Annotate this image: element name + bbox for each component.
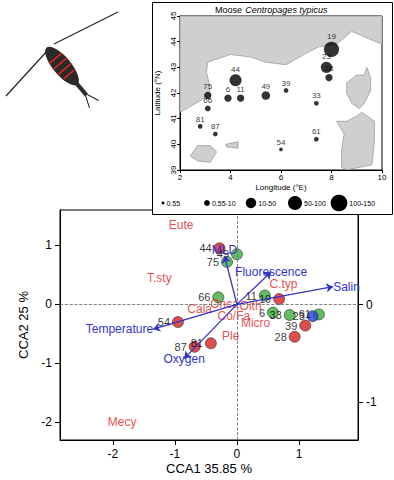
svg-text:Moose: Moose	[215, 5, 242, 15]
svg-text:42: 42	[169, 88, 178, 97]
svg-text:0.55: 0.55	[166, 200, 180, 207]
svg-text:54: 54	[277, 138, 286, 147]
svg-text:1: 1	[45, 238, 52, 252]
svg-text:33: 33	[312, 91, 321, 100]
svg-text:-2: -2	[107, 447, 118, 461]
svg-text:66: 66	[203, 96, 212, 105]
svg-text:0: 0	[45, 297, 52, 311]
svg-text:Oxygen: Oxygen	[163, 352, 204, 366]
svg-text:C.typ: C.typ	[269, 277, 297, 291]
svg-text:Eute: Eute	[169, 218, 194, 232]
svg-text:0: 0	[366, 298, 373, 312]
svg-text:81: 81	[191, 337, 203, 349]
svg-text:44: 44	[231, 65, 240, 74]
svg-text:19: 19	[327, 32, 336, 41]
svg-text:44: 44	[169, 37, 178, 46]
svg-text:Ple: Ple	[222, 329, 240, 343]
svg-text:6: 6	[279, 173, 284, 182]
svg-text:49: 49	[261, 82, 270, 91]
svg-text:100-150: 100-150	[349, 200, 375, 207]
svg-text:-2: -2	[41, 415, 52, 429]
svg-text:Temperature: Temperature	[86, 322, 154, 336]
svg-text:8: 8	[329, 173, 334, 182]
svg-text:Fluorescence: Fluorescence	[235, 265, 307, 279]
svg-text:1: 1	[296, 447, 303, 461]
svg-text:MLD: MLD	[212, 243, 238, 257]
svg-text:10-50: 10-50	[258, 200, 276, 207]
svg-text:61: 61	[312, 127, 321, 136]
svg-text:23: 23	[322, 52, 331, 61]
svg-text:43: 43	[169, 62, 178, 71]
svg-text:Latitude (°N): Latitude (°N)	[153, 70, 162, 115]
svg-text:-1: -1	[41, 356, 52, 370]
svg-text:39: 39	[282, 79, 291, 88]
svg-text:40: 40	[169, 139, 178, 148]
svg-text:10: 10	[378, 173, 387, 182]
svg-text:28: 28	[275, 331, 287, 343]
svg-text:50-100: 50-100	[304, 200, 326, 207]
svg-text:6: 6	[226, 85, 231, 94]
svg-text:CCA1 35.85 %: CCA1 35.85 %	[166, 461, 252, 476]
svg-text:Micro: Micro	[241, 316, 271, 330]
svg-text:39: 39	[169, 165, 178, 174]
svg-text:39: 39	[285, 320, 297, 332]
svg-text:-1: -1	[170, 447, 181, 461]
svg-text:81: 81	[196, 115, 205, 124]
svg-text:28: 28	[325, 64, 334, 73]
svg-text:41: 41	[169, 114, 178, 123]
svg-text:Longitude (°E): Longitude (°E)	[255, 183, 307, 192]
svg-text:44: 44	[199, 242, 211, 254]
svg-text:45: 45	[169, 11, 178, 20]
svg-text:-1: -1	[366, 395, 377, 409]
svg-text:2: 2	[178, 173, 183, 182]
svg-text:Mecy: Mecy	[108, 415, 137, 429]
svg-text:87: 87	[211, 122, 220, 131]
svg-text:0.55-10: 0.55-10	[212, 200, 236, 207]
svg-text:CCA2 25 %: CCA2 25 %	[16, 291, 31, 359]
svg-text:T.sty: T.sty	[147, 271, 172, 285]
svg-text:4: 4	[228, 173, 233, 182]
svg-text:0: 0	[234, 447, 241, 461]
svg-text:75: 75	[203, 82, 212, 91]
svg-text:11: 11	[236, 85, 245, 94]
svg-text:33: 33	[270, 309, 282, 321]
svg-text:Salinity: Salinity	[333, 280, 372, 294]
svg-text:Centropages typicus: Centropages typicus	[245, 5, 328, 15]
